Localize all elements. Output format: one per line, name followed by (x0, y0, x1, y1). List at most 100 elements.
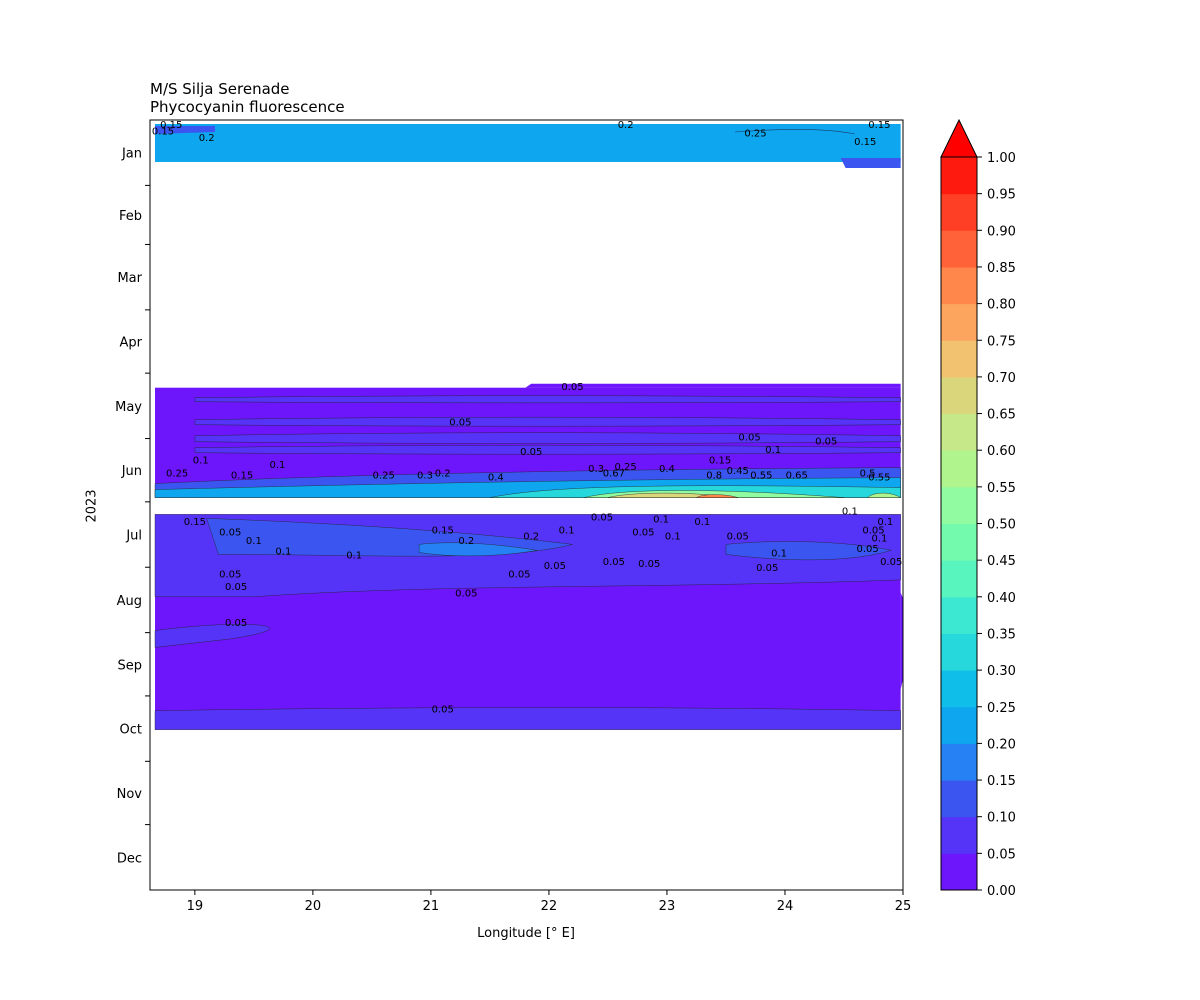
axes-frame (149, 119, 904, 891)
colorbar-swatch (941, 743, 977, 781)
colorbar-tick-label: 0.20 (987, 737, 1016, 752)
contour-label: 0.05 (756, 563, 778, 574)
colorbar-tick-label: 0.90 (987, 224, 1016, 239)
colorbar-tick-label: 0.60 (987, 444, 1016, 459)
colorbar-swatch (941, 303, 977, 341)
contour-label: 0.2 (618, 120, 634, 131)
y-tick-label: Sep (117, 658, 142, 673)
colorbar-swatch (941, 376, 977, 415)
contour-label: 0.67 (603, 468, 625, 479)
colorbar-swatch (941, 596, 977, 634)
colorbar-tick-label: 0.35 (987, 627, 1016, 642)
colorbar-tick-label: 0.85 (987, 261, 1016, 276)
contour-label: 0.05 (856, 544, 878, 555)
contour-label: 0.1 (842, 506, 858, 517)
x-axis-label: Longitude [° E] (477, 926, 575, 941)
colorbar-tick-label: 0.70 (987, 371, 1016, 386)
contour-streak (194, 417, 901, 427)
colorbar-tick-label: 0.25 (987, 701, 1016, 716)
colorbar-tick-label: 0.80 (987, 298, 1016, 313)
colorbar-swatch (941, 706, 977, 744)
contour-label: 0.25 (744, 129, 766, 140)
band-jan-patch (155, 126, 215, 134)
contour-label: 0.45 (727, 466, 749, 477)
contour-label: 0.05 (880, 557, 902, 568)
x-tick-label: 19 (187, 899, 204, 914)
contour-label: 0.15 (152, 127, 174, 138)
colorbar-tick-label: 0.40 (987, 591, 1016, 606)
y-tick-label: Jul (125, 529, 142, 544)
contour-label: 0.8 (706, 470, 722, 481)
contour-label: 0.15 (160, 120, 182, 131)
contour-label: 0.05 (561, 382, 583, 393)
y-tick-label: Aug (117, 594, 142, 609)
colorbar-tick-label: 0.10 (987, 811, 1016, 826)
y-tick-label: Apr (120, 336, 143, 351)
chart-title-line-2: Phycocyanin fluorescence (150, 98, 345, 116)
contour-label: 0.1 (694, 517, 710, 528)
contour-label: 0.2 (435, 468, 451, 479)
contour-label: 0.1 (665, 532, 681, 543)
contour-label: 0.05 (862, 525, 884, 536)
colorbar-tick-label: 0.45 (987, 554, 1016, 569)
contour-label: 0.1 (193, 456, 209, 467)
x-tick-label: 21 (423, 899, 440, 914)
contour-label: 0.1 (246, 536, 262, 547)
contour-label: 0.05 (638, 559, 660, 570)
contour-label: 0.55 (750, 470, 772, 481)
band-jan-fill (155, 124, 901, 162)
x-tick-label: 24 (777, 899, 794, 914)
contour-label: 0.05 (225, 582, 247, 593)
contour-label: 0.05 (508, 570, 530, 581)
contour-label: 0.15 (709, 456, 731, 467)
contour-label: 0.1 (653, 515, 669, 526)
colorbar-swatch (941, 450, 977, 488)
x-tick-label: 23 (659, 899, 676, 914)
colorbar-swatch (941, 633, 977, 671)
contour-label: 0.15 (854, 137, 876, 148)
colorbar-tick-label: 0.75 (987, 334, 1016, 349)
contour-label: 0.2 (458, 536, 474, 547)
contour-streak (194, 445, 901, 455)
band-julsep-fill (900, 592, 903, 690)
contour-label: 0.4 (659, 464, 675, 475)
colorbar-swatch (941, 670, 977, 708)
colorbar-tick-label: 0.30 (987, 664, 1016, 679)
y-tick-label: Oct (120, 723, 142, 738)
contour-label: 0.1 (765, 445, 781, 456)
colorbar-tick-label: 0.95 (987, 188, 1016, 203)
contour-label: 0.05 (219, 527, 241, 538)
contour-label: 0.15 (432, 525, 454, 536)
colorbar-swatch (941, 816, 977, 854)
contour-label: 0.05 (544, 561, 566, 572)
contour-label: 0.1 (346, 551, 362, 562)
contour-label: 0.05 (603, 557, 625, 568)
colorbar-tick-label: 0.15 (987, 774, 1016, 789)
y-tick-label: Jun (121, 464, 142, 479)
contour-label: 0.05 (815, 437, 837, 448)
contour-label: 0.2 (199, 133, 215, 144)
contour-label: 0.05 (632, 527, 654, 538)
colorbar-tick-label: 0.55 (987, 481, 1016, 496)
contour-label: 0.25 (166, 468, 188, 479)
colorbar-swatch (941, 486, 977, 524)
colorbar-tick-label: 0.50 (987, 518, 1016, 533)
colorbar-tick-label: 1.00 (987, 151, 1016, 166)
y-tick-label: Nov (117, 787, 143, 802)
contour-line (734, 129, 856, 135)
chart-title-line-1: M/S Silja Serenade (150, 80, 290, 98)
colorbar-swatch (941, 230, 977, 268)
colorbar-swatch (941, 560, 977, 598)
colorbar-swatch (941, 193, 977, 231)
colorbar-swatch (941, 413, 977, 451)
contour-label: 0.65 (786, 470, 808, 481)
contour-label: 0.05 (432, 705, 454, 716)
x-tick-label: 20 (305, 899, 322, 914)
contour-label: 0.25 (615, 462, 637, 473)
contour-fill-group (154, 124, 903, 730)
colorbar-swatch (941, 157, 977, 195)
y-tick-label: May (115, 400, 142, 415)
x-tick-label: 25 (895, 899, 912, 914)
